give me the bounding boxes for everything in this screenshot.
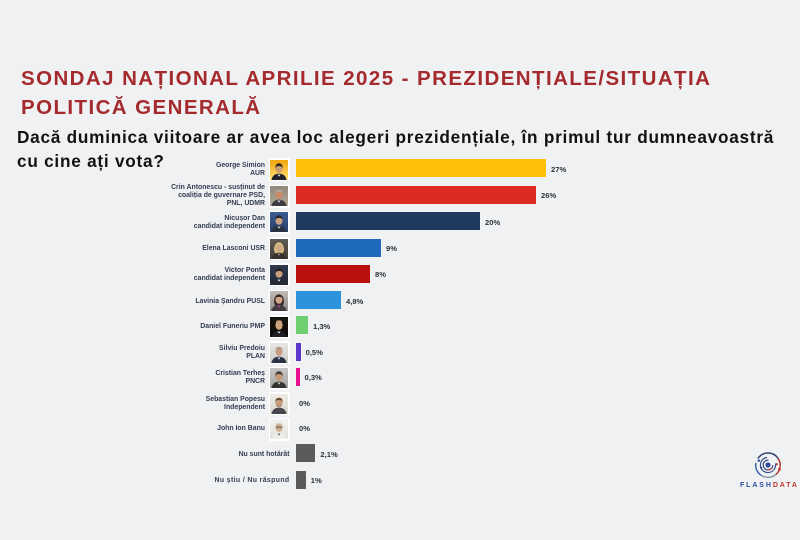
svg-text:FLASHDATA: FLASHDATA (740, 482, 799, 489)
